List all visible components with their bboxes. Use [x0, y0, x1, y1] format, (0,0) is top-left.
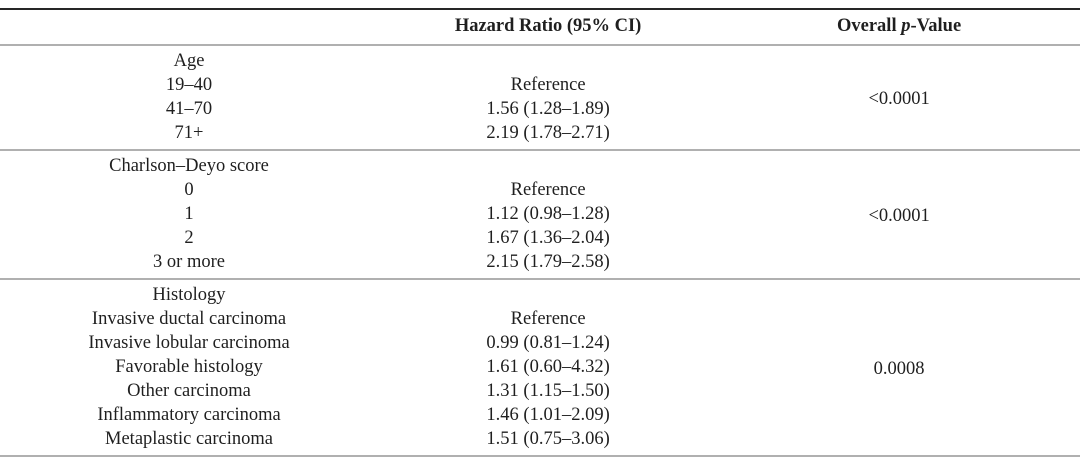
hazard-ratio-value: Reference	[510, 180, 586, 200]
table-row: Invasive ductal carcinoma Reference	[0, 307, 1080, 331]
hazard-ratio-value: 1.12 (0.98–1.28)	[486, 204, 610, 224]
group-label: Age	[173, 51, 205, 71]
table-row: Metaplastic carcinoma 1.51 (0.75–3.06)	[0, 427, 1080, 456]
table-row: Inflammatory carcinoma 1.46 (1.01–2.09)	[0, 403, 1080, 427]
column-header-pvalue: Overall p-Value	[718, 8, 1080, 46]
hazard-ratio-cell-empty	[378, 45, 718, 73]
hazard-ratio-cell-empty	[378, 279, 718, 307]
hazard-ratio-value: 1.56 (1.28–1.89)	[486, 99, 610, 119]
table-row: 41–70 1.56 (1.28–1.89)	[0, 97, 1080, 121]
hazard-ratio-value: Reference	[510, 75, 586, 95]
row-label: 71+	[174, 123, 204, 143]
table-row: 1 1.12 (0.98–1.28)	[0, 202, 1080, 226]
p-value: 0.0008	[873, 359, 925, 379]
hazard-ratio-value: 2.15 (1.79–2.58)	[486, 252, 610, 272]
table-row: 3 or more 2.15 (1.79–2.58)	[0, 250, 1080, 279]
row-label: 0	[184, 180, 194, 200]
group-label: Charlson–Deyo score	[109, 156, 269, 176]
table-row: 71+ 2.19 (1.78–2.71)	[0, 121, 1080, 150]
hazard-ratio-value: 0.99 (0.81–1.24)	[486, 333, 610, 353]
row-label: Inflammatory carcinoma	[97, 405, 281, 425]
table-row: Favorable histology 1.61 (0.60–4.32)	[0, 355, 1080, 379]
pvalue-header-suffix: -Value	[910, 16, 962, 36]
row-label: 2	[184, 228, 194, 248]
hazard-ratio-value: 1.67 (1.36–2.04)	[486, 228, 610, 248]
section-histology: Histology 0.0008 Invasive ductal carcino…	[0, 279, 1080, 456]
row-label: Favorable histology	[115, 357, 263, 377]
hazard-ratio-value: 1.51 (0.75–3.06)	[486, 429, 610, 449]
hazard-ratio-value: 1.61 (0.60–4.32)	[486, 357, 610, 377]
row-label: 19–40	[165, 75, 213, 95]
row-label: Invasive ductal carcinoma	[91, 309, 287, 329]
table-row: Histology 0.0008	[0, 279, 1080, 379]
group-label: Histology	[152, 285, 226, 305]
hazard-ratio-value: 1.46 (1.01–2.09)	[486, 405, 610, 425]
row-label: 41–70	[165, 99, 213, 119]
column-header-hazard-ratio: Hazard Ratio (95% CI)	[378, 8, 719, 46]
p-value: <0.0001	[868, 206, 930, 226]
pvalue-header-prefix: Overall	[837, 16, 902, 36]
hazard-ratio-value: 2.19 (1.78–2.71)	[486, 123, 610, 143]
hazard-ratio-value: 1.31 (1.15–1.50)	[486, 381, 610, 401]
table-row: Invasive lobular carcinoma 0.99 (0.81–1.…	[0, 331, 1080, 355]
hazard-ratio-table: Hazard Ratio (95% CI) Overall p-Value Ag…	[0, 8, 1080, 457]
table-row: 0 Reference	[0, 178, 1080, 202]
section-charlson-deyo: Charlson–Deyo score <0.0001 0 Reference …	[0, 150, 1080, 279]
p-value: <0.0001	[868, 89, 930, 109]
hazard-ratio-cell-empty	[378, 150, 718, 178]
row-label: Metaplastic carcinoma	[105, 429, 273, 449]
row-label: 3 or more	[153, 252, 225, 272]
row-label: 1	[184, 204, 194, 224]
row-label: Invasive lobular carcinoma	[88, 333, 290, 353]
pvalue-header-p-italic: p	[901, 16, 911, 36]
row-label: Other carcinoma	[127, 381, 251, 401]
table-row: Charlson–Deyo score <0.0001	[0, 150, 1080, 226]
column-header-variable	[0, 8, 378, 46]
table-header: Hazard Ratio (95% CI) Overall p-Value	[0, 8, 1080, 46]
table-row: Other carcinoma 1.31 (1.15–1.50)	[0, 379, 1080, 403]
table-row: Age <0.0001	[0, 45, 1080, 109]
header-row: Hazard Ratio (95% CI) Overall p-Value	[0, 8, 1080, 46]
table-row: 19–40 Reference	[0, 73, 1080, 97]
table-row: 2 1.67 (1.36–2.04)	[0, 226, 1080, 250]
hazard-ratio-value: Reference	[510, 309, 586, 329]
section-age: Age <0.0001 19–40 Reference 41–70 1.56 (…	[0, 45, 1080, 150]
